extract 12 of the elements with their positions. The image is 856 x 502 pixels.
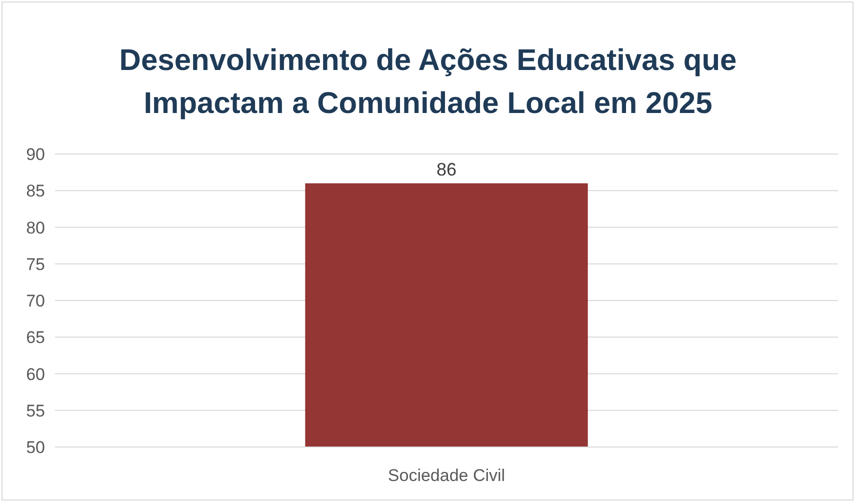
y-tick-label: 70 (26, 292, 45, 310)
y-tick-label: 80 (26, 218, 45, 238)
y-tick-label: 75 (26, 254, 45, 274)
y-tick-label: 50 (26, 438, 45, 457)
y-tick-label: 90 (26, 145, 45, 164)
y-tick-label: 55 (26, 401, 45, 420)
data-label: 86 (436, 159, 457, 180)
x-tick-label: Sociedade Civil (388, 466, 506, 485)
y-tick-label: 65 (26, 328, 45, 348)
chart-title: Desenvolvimento de Ações Educativas que Impactam a Comunidade Local em 2025 (119, 44, 737, 120)
y-tick-label: 85 (26, 182, 45, 201)
y-tick-label: 60 (26, 364, 45, 384)
